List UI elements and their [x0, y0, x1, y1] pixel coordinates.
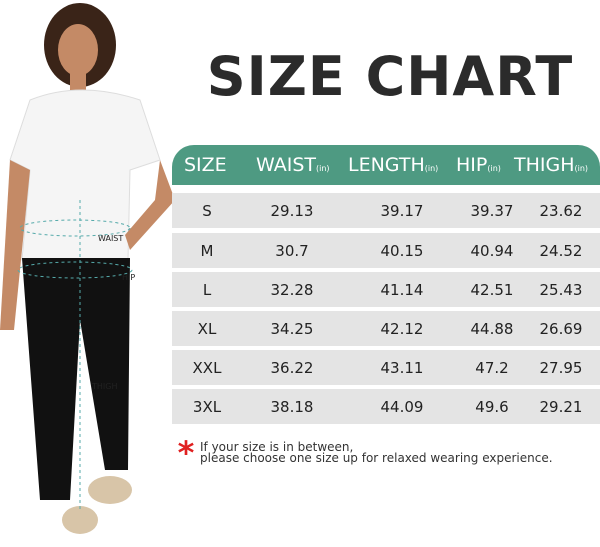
cell-hip: 42.51 — [470, 280, 514, 299]
cell-length: 40.15 — [380, 241, 424, 260]
cell-length: 43.11 — [380, 358, 424, 377]
col-hip: HIP(in) — [456, 154, 501, 176]
cell-thigh: 23.62 — [539, 201, 583, 220]
cell-length: 42.12 — [380, 319, 424, 338]
page-title: SIZE CHART — [206, 45, 574, 108]
cell-thigh: 26.69 — [539, 319, 583, 338]
cell-thigh: 25.43 — [539, 280, 583, 299]
cell-thigh: 24.52 — [539, 241, 583, 260]
cell-waist: 36.22 — [270, 358, 314, 377]
note-line-2: please choose one size up for relaxed we… — [200, 451, 553, 465]
cell-size: M — [200, 241, 214, 260]
waist-label: WAIST — [98, 234, 124, 243]
hip-label: HIP — [122, 273, 136, 282]
cell-hip: 49.6 — [475, 397, 509, 416]
table-row: S 29.13 39.17 39.37 23.62 — [172, 193, 600, 228]
cell-size: L — [202, 280, 212, 299]
thigh-label: THIGH — [92, 382, 118, 391]
cell-waist: 30.7 — [275, 241, 309, 260]
cell-waist: 38.18 — [270, 397, 314, 416]
cell-thigh: 29.21 — [539, 397, 583, 416]
model-photo: WAIST HIP THIGH — [0, 0, 200, 543]
cell-length: 44.09 — [380, 397, 424, 416]
cell-size: XXL — [192, 358, 222, 377]
cell-hip: 39.37 — [470, 201, 514, 220]
cell-hip: 40.94 — [470, 241, 514, 260]
cell-size: S — [202, 201, 212, 220]
table-row: XL 34.25 42.12 44.88 26.69 — [172, 311, 600, 346]
table-row: M 30.7 40.15 40.94 24.52 — [172, 233, 600, 268]
col-waist: WAIST(in) — [256, 154, 330, 176]
cell-size: 3XL — [192, 397, 222, 416]
cell-length: 41.14 — [380, 280, 424, 299]
col-size: SIZE — [184, 154, 227, 176]
table-header: SIZE WAIST(in) LENGTH(in) HIP(in) THIGH(… — [172, 145, 600, 185]
col-length: LENGTH(in) — [348, 154, 439, 176]
cell-waist: 34.25 — [270, 319, 314, 338]
size-note: * If your size is in between, please cho… — [172, 437, 600, 469]
cell-length: 39.17 — [380, 201, 424, 220]
cell-size: XL — [197, 319, 217, 338]
cell-thigh: 27.95 — [539, 358, 583, 377]
cell-hip: 47.2 — [475, 358, 509, 377]
cell-waist: 29.13 — [270, 201, 314, 220]
col-thigh: THIGH(in) — [514, 154, 589, 176]
table-row: XXL 36.22 43.11 47.2 27.95 — [172, 350, 600, 385]
asterisk-icon: * — [177, 434, 195, 472]
cell-hip: 44.88 — [470, 319, 514, 338]
note-line-1: If your size is in between, — [200, 440, 354, 454]
table-row: L 32.28 41.14 42.51 25.43 — [172, 272, 600, 307]
cell-waist: 32.28 — [270, 280, 314, 299]
table-row: 3XL 38.18 44.09 49.6 29.21 — [172, 389, 600, 424]
